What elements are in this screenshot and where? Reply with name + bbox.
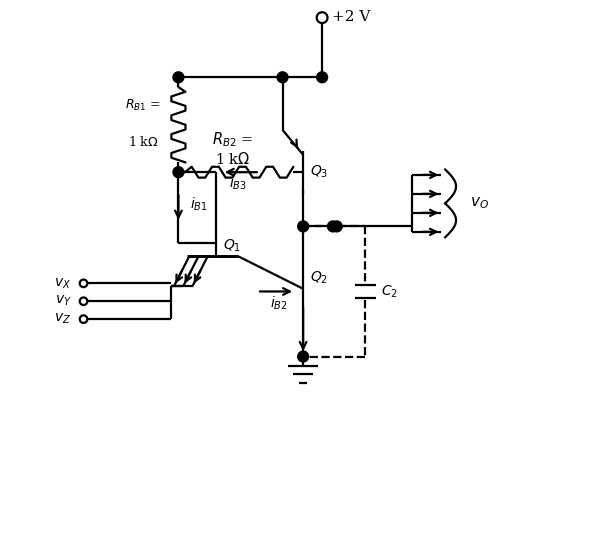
Text: $R_{B1}$ =: $R_{B1}$ = xyxy=(125,98,161,113)
Circle shape xyxy=(332,221,342,232)
Text: $v_Z$: $v_Z$ xyxy=(54,312,71,326)
Text: +2 V: +2 V xyxy=(332,10,371,23)
Circle shape xyxy=(327,221,339,232)
Text: $i_{B1}$: $i_{B1}$ xyxy=(191,196,208,214)
Circle shape xyxy=(298,221,309,232)
Circle shape xyxy=(298,351,309,362)
Circle shape xyxy=(173,167,184,178)
Text: $i_{B2}$: $i_{B2}$ xyxy=(270,295,287,312)
Text: $v_X$: $v_X$ xyxy=(54,276,71,290)
Text: $Q_3$: $Q_3$ xyxy=(310,164,328,180)
Text: $Q_2$: $Q_2$ xyxy=(310,270,328,286)
Circle shape xyxy=(277,72,288,83)
Text: $v_Y$: $v_Y$ xyxy=(54,294,71,308)
Text: 1 k$\Omega$: 1 k$\Omega$ xyxy=(215,151,250,167)
Circle shape xyxy=(317,72,327,83)
Text: $C_2$: $C_2$ xyxy=(381,283,398,300)
Text: $R_{B2}$ =: $R_{B2}$ = xyxy=(212,130,253,149)
Text: $v_O$: $v_O$ xyxy=(470,196,489,211)
Text: $i_{B3}$: $i_{B3}$ xyxy=(229,174,247,192)
Circle shape xyxy=(173,72,184,83)
Text: 1 k$\Omega$: 1 k$\Omega$ xyxy=(128,135,159,148)
Text: $Q_1$: $Q_1$ xyxy=(223,237,241,253)
